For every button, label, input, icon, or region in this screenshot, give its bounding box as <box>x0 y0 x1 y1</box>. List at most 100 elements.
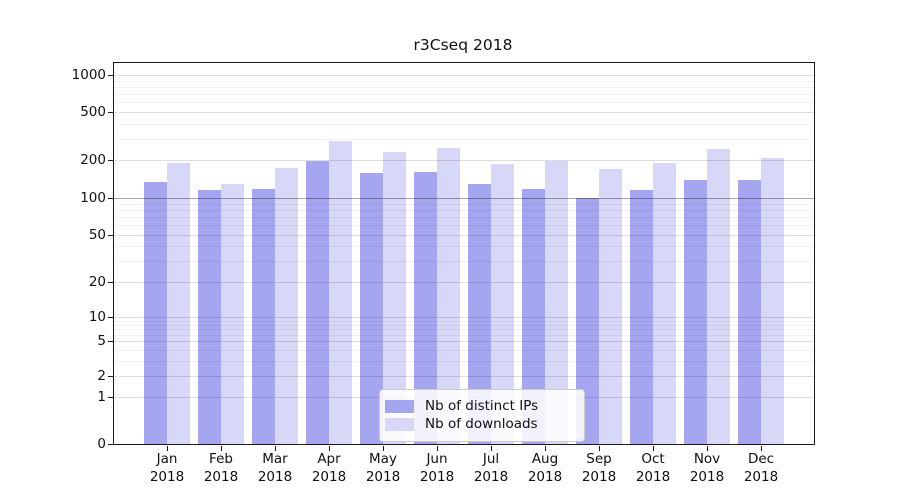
y-tick-label: 0 <box>97 436 106 452</box>
gridline-minor <box>114 123 814 125</box>
bar-downloads <box>653 162 676 444</box>
x-tick-label: Jan 2018 <box>149 451 185 485</box>
x-tick-label: Jul 2018 <box>473 451 509 485</box>
x-tick-label: Jun 2018 <box>419 451 455 485</box>
bar-distinct-ips <box>522 188 545 444</box>
x-tick-label: Sep 2018 <box>581 451 617 485</box>
gridline-minor <box>114 360 814 362</box>
gridline-major <box>114 160 814 161</box>
x-tick-mark <box>437 446 439 451</box>
x-tick-mark <box>491 446 493 451</box>
bar-downloads <box>275 167 298 444</box>
bar-distinct-ips <box>576 198 599 444</box>
gridline-major <box>114 341 814 342</box>
y-tick-mark <box>108 160 113 162</box>
gridline-major <box>114 235 814 236</box>
gridline-minor <box>114 80 814 82</box>
gridline-major <box>114 75 814 76</box>
bar-downloads <box>491 164 514 444</box>
y-tick-label: 200 <box>80 152 106 168</box>
bar-distinct-ips <box>198 190 221 444</box>
y-tick-label: 5 <box>97 333 106 349</box>
bar-distinct-ips <box>252 189 275 444</box>
gridline-major <box>114 376 814 377</box>
bar-downloads <box>599 169 622 444</box>
x-tick-mark <box>221 446 223 451</box>
gridline-highlight-100 <box>114 198 814 199</box>
y-tick-mark <box>108 198 113 200</box>
chart-title: r3Cseq 2018 <box>413 36 513 54</box>
x-tick-label: Nov 2018 <box>689 451 725 485</box>
gridline-minor <box>114 94 814 96</box>
x-tick-label: Mar 2018 <box>257 451 293 485</box>
legend-swatch-distinct-ips <box>385 399 414 413</box>
bar-downloads <box>707 149 730 444</box>
bar-distinct-ips <box>144 182 167 444</box>
legend-label-distinct-ips: Nb of distinct IPs <box>425 398 539 414</box>
gridline-major <box>114 282 814 283</box>
gridline-minor <box>114 324 814 326</box>
bar-downloads <box>167 162 190 444</box>
gridline-minor <box>114 334 814 336</box>
x-tick-mark <box>167 446 169 451</box>
bar-distinct-ips <box>684 179 707 444</box>
y-tick-label: 50 <box>88 227 106 243</box>
gridline-minor <box>114 203 814 205</box>
gridline-minor <box>114 138 814 140</box>
x-tick-mark <box>329 446 331 451</box>
bar-distinct-ips <box>738 179 761 444</box>
legend-label-downloads: Nb of downloads <box>425 416 538 432</box>
bar-downloads <box>383 152 406 444</box>
bar-distinct-ips <box>306 161 329 444</box>
legend: Nb of distinct IPs Nb of downloads <box>379 389 585 442</box>
gridline-minor <box>114 329 814 331</box>
gridline-minor <box>114 217 814 219</box>
x-tick-label: Oct 2018 <box>635 451 671 485</box>
gridline-minor <box>114 86 814 88</box>
y-tick-mark <box>108 341 113 343</box>
y-tick-mark <box>108 376 113 378</box>
x-tick-label: May 2018 <box>365 451 401 485</box>
bar-downloads <box>761 157 784 444</box>
y-tick-label: 10 <box>88 309 106 325</box>
bar-distinct-ips <box>630 189 653 444</box>
gridline-major <box>114 112 814 113</box>
bar-downloads <box>437 148 460 444</box>
y-tick-mark <box>108 282 113 284</box>
x-tick-mark <box>653 446 655 451</box>
y-tick-label: 1 <box>97 389 106 405</box>
legend-row-distinct-ips: Nb of distinct IPs <box>385 398 574 414</box>
y-tick-label: 100 <box>80 190 106 206</box>
gridline-minor <box>114 209 814 211</box>
x-tick-mark <box>383 446 385 451</box>
y-tick-mark <box>108 235 113 237</box>
y-tick-label: 20 <box>88 274 106 290</box>
x-tick-mark <box>599 446 601 451</box>
gridline-major <box>114 317 814 318</box>
y-tick-label: 1000 <box>71 67 106 83</box>
gridline-minor <box>114 261 814 263</box>
bar-downloads <box>221 183 244 444</box>
x-tick-mark <box>275 446 277 451</box>
y-tick-mark <box>108 397 113 399</box>
bar-downloads <box>329 140 352 444</box>
x-tick-label: Feb 2018 <box>203 451 239 485</box>
x-tick-label: Aug 2018 <box>527 451 563 485</box>
y-tick-mark <box>108 75 113 77</box>
legend-swatch-downloads <box>385 417 414 431</box>
x-tick-label: Dec 2018 <box>743 451 779 485</box>
gridline-minor <box>114 349 814 351</box>
bar-distinct-ips <box>360 172 383 444</box>
x-tick-mark <box>707 446 709 451</box>
bar-downloads <box>545 161 568 444</box>
gridline-minor <box>114 246 814 248</box>
legend-row-downloads: Nb of downloads <box>385 416 574 432</box>
gridline-minor <box>114 320 814 322</box>
gridline-minor <box>114 102 814 104</box>
x-tick-mark <box>761 446 763 451</box>
y-tick-label: 500 <box>80 104 106 120</box>
y-tick-mark <box>108 317 113 319</box>
y-tick-mark <box>108 112 113 114</box>
gridline-minor <box>114 225 814 227</box>
